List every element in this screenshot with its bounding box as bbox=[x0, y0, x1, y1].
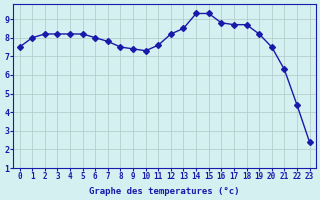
X-axis label: Graphe des temperatures (°c): Graphe des temperatures (°c) bbox=[89, 187, 240, 196]
